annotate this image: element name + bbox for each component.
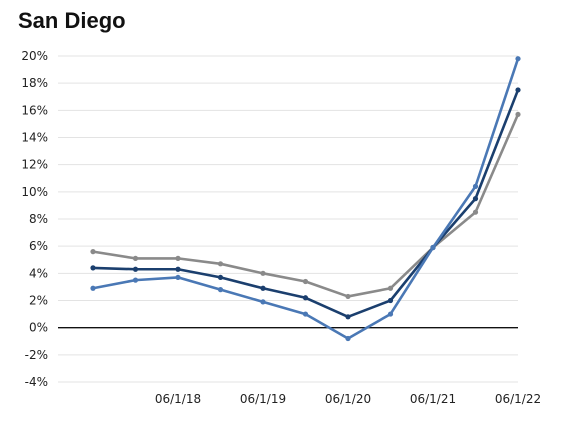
data-point — [175, 266, 181, 272]
x-tick-label: 06/1/19 — [240, 392, 286, 406]
data-point — [90, 265, 96, 271]
y-tick-label: 4% — [29, 266, 48, 280]
gridlines — [58, 55, 518, 383]
x-tick-label: 06/1/21 — [410, 392, 456, 406]
y-tick-label: 0% — [29, 321, 48, 335]
data-point — [90, 249, 96, 255]
data-point — [472, 209, 479, 215]
data-point — [302, 278, 309, 285]
x-tick-label: 06/1/22 — [495, 392, 541, 406]
data-point — [132, 277, 139, 283]
data-point — [217, 287, 224, 293]
data-point — [260, 285, 266, 291]
data-point — [132, 266, 139, 272]
data-point — [387, 297, 394, 304]
data-point — [217, 274, 224, 281]
data-point — [430, 244, 436, 251]
y-axis-tick-labels: 20% 18% 16% 14% 12% 10% 8% 6% 4% 2% 0% -2% -4% — [21, 49, 48, 389]
data-point — [515, 56, 521, 62]
data-point — [515, 111, 521, 118]
x-tick-label: 06/1/18 — [155, 392, 201, 406]
x-tick-label: 06/1/20 — [325, 392, 371, 406]
y-tick-label: -4% — [25, 375, 48, 389]
series-layer — [90, 56, 521, 342]
data-point — [472, 196, 479, 202]
data-point — [260, 299, 266, 305]
data-point — [260, 270, 266, 276]
data-point — [302, 295, 309, 301]
y-tick-label: 20% — [21, 49, 48, 63]
data-point — [132, 255, 139, 261]
y-tick-label: 8% — [29, 212, 48, 226]
data-point — [345, 314, 351, 320]
data-point — [175, 274, 181, 281]
data-point — [90, 285, 96, 291]
y-tick-label: -2% — [25, 348, 48, 362]
y-tick-label: 16% — [21, 103, 48, 117]
data-point — [217, 261, 224, 267]
y-tick-label: 10% — [21, 185, 48, 199]
data-point — [345, 335, 351, 342]
data-point — [302, 311, 309, 317]
y-tick-label: 18% — [21, 76, 48, 90]
y-tick-label: 6% — [29, 239, 48, 253]
x-axis-tick-labels: 06/1/18 06/1/19 06/1/20 06/1/21 06/1/22 — [155, 392, 541, 406]
chart-title: San Diego — [18, 8, 126, 33]
data-point — [345, 293, 351, 300]
data-point — [387, 311, 394, 317]
data-point — [175, 255, 181, 261]
y-tick-label: 12% — [21, 158, 48, 172]
data-point — [472, 183, 479, 189]
data-point — [387, 285, 394, 291]
y-tick-label: 2% — [29, 294, 48, 308]
data-point — [515, 87, 521, 93]
y-tick-label: 14% — [21, 131, 48, 145]
